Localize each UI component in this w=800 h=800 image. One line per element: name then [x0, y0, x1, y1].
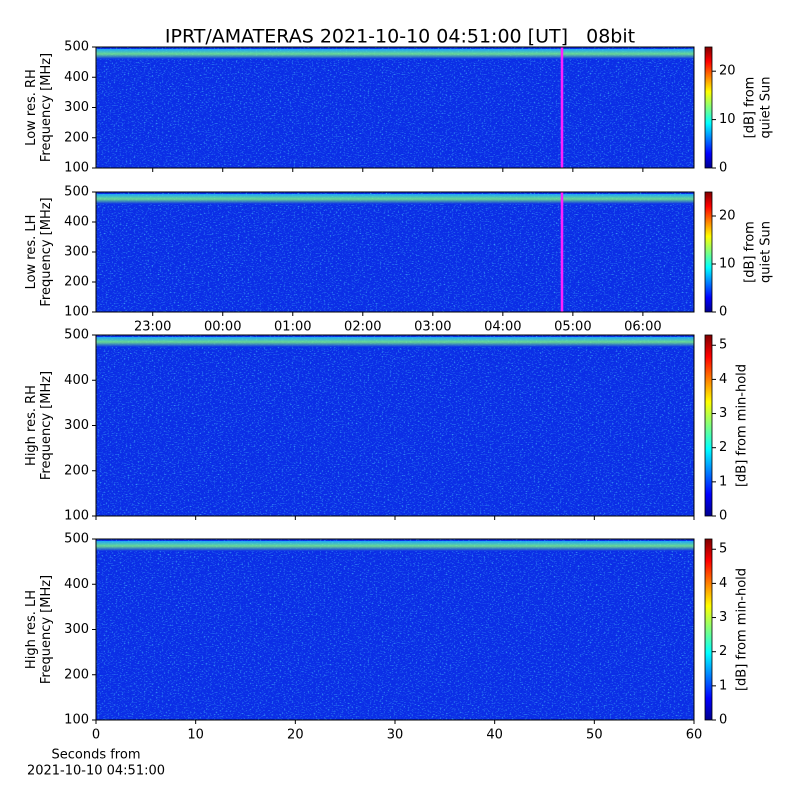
colorbar-tick-label: 0 [719, 305, 727, 320]
y-tick-label: 400 [64, 373, 89, 388]
x-tick-label: 06:00 [624, 320, 661, 335]
y-tick-label: 400 [64, 215, 89, 230]
colorbar-tick-label: 0 [719, 509, 727, 524]
y-tick-label: 500 [64, 40, 89, 55]
y-axis-label: High res. LH [24, 590, 39, 669]
y-tick-label: 200 [64, 130, 89, 145]
y-tick-label: 300 [64, 418, 89, 433]
colorbar-tick-label: 10 [719, 112, 736, 127]
y-tick-label: 100 [64, 305, 89, 320]
colorbar-tick-label: 2 [719, 440, 727, 455]
colorbar-label: quiet Sun [759, 221, 774, 283]
x-tick-label: 23:00 [134, 320, 171, 335]
y-axis-label: Frequency [MHz] [39, 575, 54, 684]
spectrogram-texture [96, 335, 694, 516]
spectrogram-band [96, 49, 694, 59]
colorbar-label: [dB] from [743, 221, 758, 283]
colorbar-tick-label: 4 [719, 576, 727, 591]
colorbar-label: [dB] from min-hold [735, 568, 750, 691]
colorbar-tick-label: 0 [719, 713, 727, 728]
colorbar-tick-label: 4 [719, 372, 727, 387]
y-axis-label: Frequency [MHz] [39, 371, 54, 480]
y-axis-label: Low res. RH [24, 69, 39, 146]
x-tick-label: 03:00 [414, 320, 451, 335]
spectrogram-texture [96, 192, 694, 312]
spectrogram-band [96, 337, 694, 347]
x-tick-label: 30 [387, 728, 404, 743]
colorbar-tick-label: 20 [719, 64, 736, 79]
colorbar [704, 191, 713, 313]
spectrogram-texture [96, 539, 694, 720]
x-tick-label: 02:00 [344, 320, 381, 335]
y-tick-label: 300 [64, 100, 89, 115]
colorbar [704, 46, 713, 169]
spectrogram-band [96, 541, 694, 551]
spectrogram-band [96, 194, 694, 204]
colorbar-label: [dB] from min-hold [735, 364, 750, 487]
y-tick-label: 100 [64, 713, 89, 728]
colorbar-label: [dB] from [743, 77, 758, 139]
y-axis-label: Frequency [MHz] [39, 53, 54, 162]
x-tick-label: 40 [486, 728, 503, 743]
y-axis-label: High res. RH [24, 385, 39, 466]
y-tick-label: 300 [64, 622, 89, 637]
y-axis-label: Frequency [MHz] [39, 197, 54, 306]
colorbar-tick-label: 5 [719, 542, 727, 557]
x-tick-label: 50 [586, 728, 603, 743]
spectrogram-texture [96, 47, 694, 168]
x-tick-label: 01:00 [274, 320, 311, 335]
colorbar-tick-label: 10 [719, 257, 736, 272]
y-tick-label: 100 [64, 509, 89, 524]
x-axis-label: Seconds from [51, 748, 140, 763]
x-tick-label: 04:00 [484, 320, 521, 335]
colorbar-tick-label: 2 [719, 644, 727, 659]
colorbar-tick-label: 1 [719, 474, 727, 489]
x-tick-label: 10 [187, 728, 204, 743]
y-tick-label: 200 [64, 667, 89, 682]
x-tick-label: 20 [287, 728, 304, 743]
y-tick-label: 500 [64, 328, 89, 343]
colorbar-tick-label: 5 [719, 338, 727, 353]
y-tick-label: 300 [64, 245, 89, 260]
x-axis-label: 2021-10-10 04:51:00 [27, 764, 165, 779]
colorbar-tick-label: 3 [719, 406, 727, 421]
y-tick-label: 400 [64, 577, 89, 592]
x-tick-label: 00:00 [204, 320, 241, 335]
y-tick-label: 500 [64, 532, 89, 547]
colorbar-label: quiet Sun [759, 76, 774, 138]
y-tick-label: 200 [64, 463, 89, 478]
colorbar-tick-label: 20 [719, 209, 736, 224]
y-tick-label: 500 [64, 185, 89, 200]
chart-title: IPRT/AMATERAS 2021-10-10 04:51:00 [UT] 0… [165, 26, 635, 48]
colorbar-tick-label: 1 [719, 678, 727, 693]
colorbar [704, 334, 713, 517]
colorbar-tick-label: 3 [719, 610, 727, 625]
y-tick-label: 400 [64, 70, 89, 85]
x-tick-label: 05:00 [554, 320, 591, 335]
x-tick-label: 60 [686, 728, 703, 743]
colorbar [704, 538, 713, 721]
x-tick-label: 0 [92, 728, 100, 743]
y-axis-label: Low res. LH [24, 215, 39, 290]
y-tick-label: 200 [64, 275, 89, 290]
colorbar-tick-label: 0 [719, 161, 727, 176]
y-tick-label: 100 [64, 161, 89, 176]
